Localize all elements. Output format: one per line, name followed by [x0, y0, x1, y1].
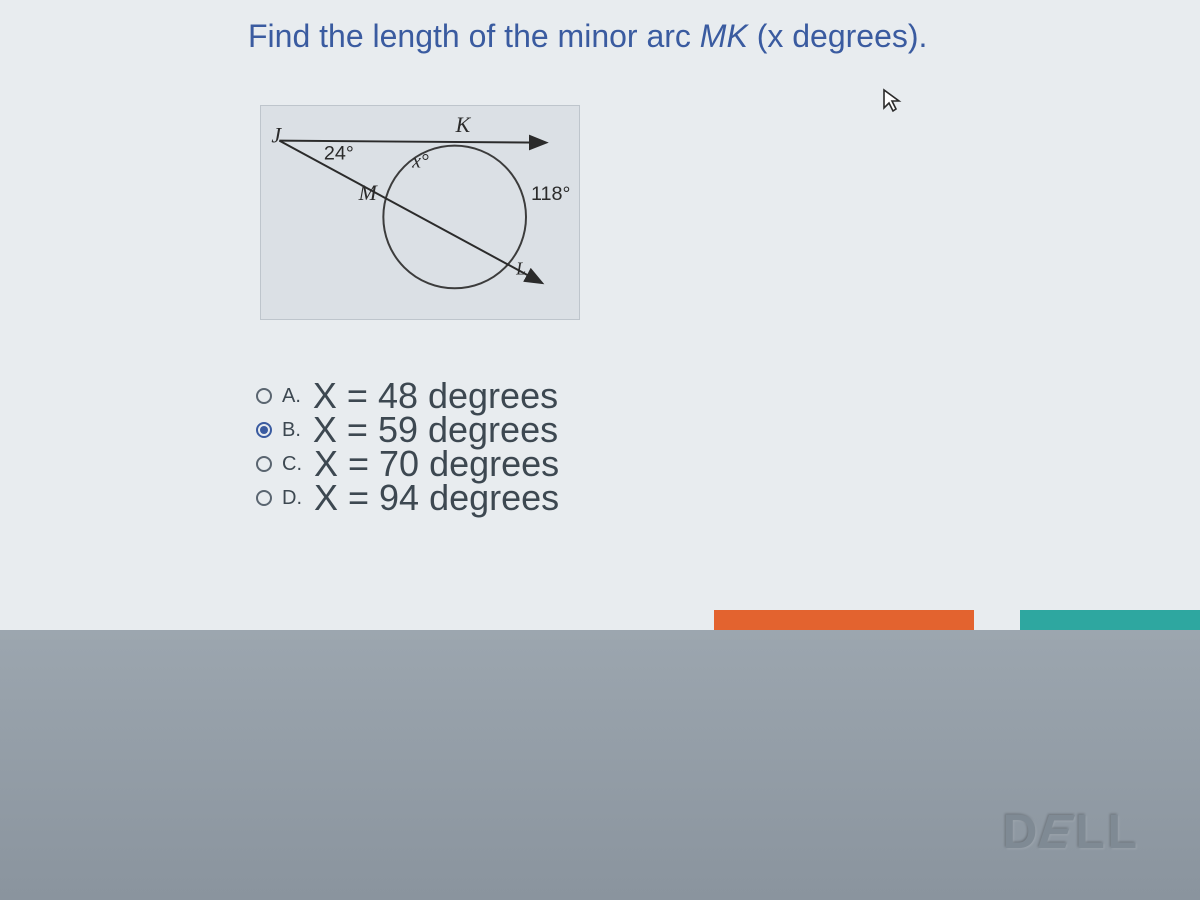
- option-text-d: X = 94 degrees: [314, 480, 559, 516]
- cursor-icon: [880, 88, 906, 119]
- option-letter-a: A.: [282, 386, 301, 406]
- label-angle-118: 118°: [531, 183, 570, 205]
- option-letter-b: B.: [282, 420, 301, 440]
- monitor-bezel: DELL: [0, 630, 1200, 900]
- quiz-panel: Find the length of the minor arc MK (x d…: [0, 0, 1200, 630]
- progress-seg-2: [1020, 610, 1200, 630]
- answer-options: A. X = 48 degrees B. X = 59 degrees C. X…: [256, 378, 559, 514]
- option-letter-c: C.: [282, 454, 302, 474]
- radio-b[interactable]: [256, 422, 272, 438]
- label-j: J: [271, 124, 282, 148]
- option-letter-d: D.: [282, 488, 302, 508]
- dell-logo: DELL: [1003, 805, 1140, 860]
- progress-bar: [714, 610, 1200, 630]
- geometry-diagram: J K M L 24° x° 118°: [260, 105, 580, 320]
- radio-d[interactable]: [256, 490, 272, 506]
- question-title: Find the length of the minor arc MK (x d…: [248, 18, 927, 55]
- diagram-svg: J K M L 24° x° 118°: [261, 106, 579, 319]
- label-k: K: [455, 113, 472, 137]
- option-d[interactable]: D. X = 94 degrees: [256, 480, 559, 516]
- label-angle-x: x°: [411, 150, 429, 172]
- question-arc-label: MK: [700, 18, 748, 54]
- label-m: M: [358, 181, 379, 205]
- radio-c[interactable]: [256, 456, 272, 472]
- label-angle-24: 24°: [324, 142, 354, 164]
- label-l: L: [515, 258, 526, 278]
- progress-seg-1: [974, 610, 1020, 630]
- question-prefix: Find the length of the minor arc: [248, 18, 700, 54]
- radio-a[interactable]: [256, 388, 272, 404]
- question-suffix: (x degrees).: [748, 18, 928, 54]
- progress-seg-0: [714, 610, 974, 630]
- secant-jk: [279, 141, 545, 143]
- diagram-circle: [383, 146, 526, 289]
